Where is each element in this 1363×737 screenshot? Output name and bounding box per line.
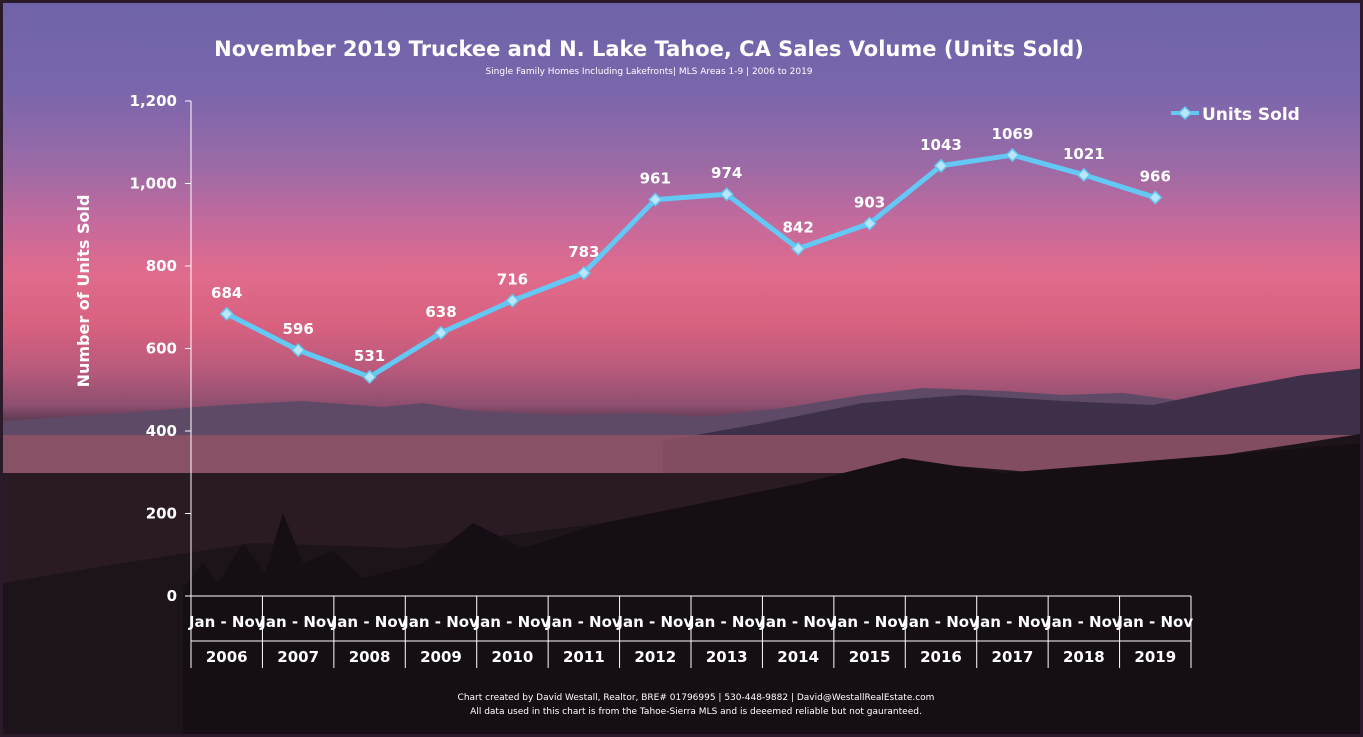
- y-tick-label: 1,000: [130, 175, 177, 193]
- data-point-marker: [719, 187, 734, 202]
- data-label: 684: [211, 284, 242, 302]
- x-year-label: 2010: [492, 648, 534, 666]
- legend: Units Sold: [1171, 105, 1300, 125]
- data-point-marker: [648, 192, 663, 207]
- y-tick-label: 800: [146, 257, 177, 275]
- data-point-marker: [433, 325, 449, 340]
- data-point-marker: [933, 158, 949, 173]
- footer-disclaimer: All data used in this chart is from the …: [470, 707, 922, 717]
- data-point-marker: [1005, 147, 1020, 163]
- data-point-marker: [862, 216, 877, 231]
- data-label: 1069: [992, 125, 1034, 143]
- x-period-label: Jan - Nov: [974, 613, 1051, 631]
- data-label: 638: [425, 303, 456, 321]
- x-year-label: 2014: [777, 648, 819, 666]
- y-tick-label: 400: [146, 422, 177, 440]
- x-period-label: Jan - Nov: [616, 613, 693, 631]
- data-label: 903: [854, 194, 885, 212]
- x-year-label: 2017: [992, 648, 1034, 666]
- x-period-label: Jan - Nov: [902, 613, 979, 631]
- data-label: 1043: [920, 136, 962, 154]
- x-period-label: Jan - Nov: [545, 613, 622, 631]
- line-chart: November 2019 Truckee and N. Lake Tahoe,…: [74, 37, 1300, 717]
- x-year-label: 2012: [634, 648, 676, 666]
- x-period-label: Jan - Nov: [1045, 613, 1122, 631]
- x-period-label: Jan - Nov: [188, 613, 265, 631]
- data-point-marker: [791, 241, 806, 256]
- chart-title: November 2019 Truckee and N. Lake Tahoe,…: [214, 37, 1084, 61]
- data-point-marker: [219, 306, 234, 321]
- x-year-label: 2008: [349, 648, 391, 666]
- data-point-marker: [291, 343, 306, 358]
- y-tick-label: 600: [146, 340, 177, 358]
- data-label: 961: [640, 170, 671, 188]
- x-year-label: 2007: [277, 648, 319, 666]
- x-year-label: 2011: [563, 648, 605, 666]
- lake-landscape-image: [3, 368, 1360, 734]
- y-tick-label: 0: [167, 587, 177, 605]
- legend-label-units-sold: Units Sold: [1202, 105, 1300, 125]
- data-point-marker: [362, 369, 377, 385]
- series-units-sold: 684 596 531 638 716 783 961 974 842 903 1043 1069 10…: [211, 125, 1171, 385]
- x-axis: Jan - Nov 2006 Jan - Nov 2007 Jan - Nov 2008 J…: [188, 595, 1193, 668]
- x-period-label: Jan - Nov: [688, 613, 765, 631]
- data-label: 1021: [1063, 145, 1105, 163]
- x-period-label: Jan - Nov: [1116, 613, 1193, 631]
- x-period-label: Jan - Nov: [759, 613, 836, 631]
- y-tick-label: 200: [146, 505, 177, 523]
- x-year-label: 2018: [1063, 648, 1105, 666]
- x-year-label: 2006: [206, 648, 248, 666]
- data-point-marker: [1148, 190, 1163, 205]
- x-year-label: 2009: [420, 648, 462, 666]
- chart-subtitle: Single Family Homes Including Lakefronts…: [485, 67, 812, 77]
- data-label: 716: [497, 271, 528, 289]
- data-label: 842: [782, 219, 813, 237]
- footer-credit: Chart created by David Westall, Realtor,…: [458, 693, 935, 703]
- x-period-label: Jan - Nov: [831, 613, 908, 631]
- data-label: 531: [354, 347, 385, 365]
- x-period-label: Jan - Nov: [402, 613, 479, 631]
- data-point-marker: [1076, 167, 1091, 182]
- x-year-label: 2019: [1134, 648, 1176, 666]
- x-year-label: 2013: [706, 648, 748, 666]
- x-period-label: Jan - Nov: [474, 613, 551, 631]
- x-period-label: Jan - Nov: [331, 613, 408, 631]
- data-label: 966: [1140, 168, 1171, 186]
- data-label: 783: [568, 243, 599, 261]
- y-axis-label: Number of Units Sold: [74, 195, 93, 388]
- series-line-path: [224, 152, 1158, 380]
- x-year-label: 2016: [920, 648, 962, 666]
- legend-marker-icon: [1177, 105, 1193, 121]
- x-year-label: 2015: [849, 648, 891, 666]
- x-period-label: Jan - Nov: [259, 613, 336, 631]
- y-axis: 0 200 400 600 800 1,000 1,200: [130, 92, 192, 605]
- data-point-marker: [576, 265, 591, 281]
- data-point-marker: [505, 293, 520, 308]
- data-label: 974: [711, 164, 742, 182]
- y-tick-label: 1,200: [130, 92, 177, 110]
- data-label: 596: [282, 320, 313, 338]
